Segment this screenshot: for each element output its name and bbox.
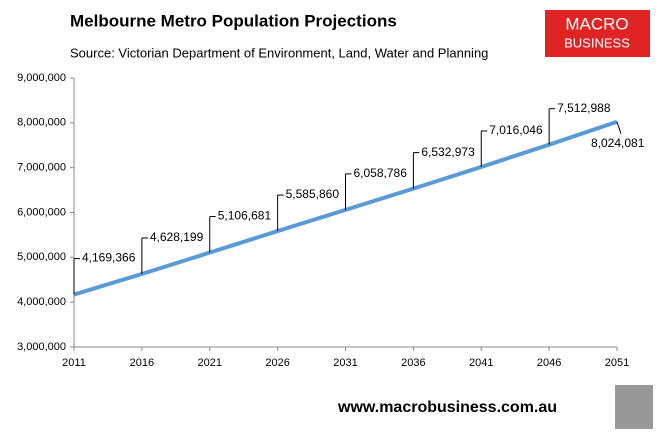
logo-text: BUSINESS [564,35,630,50]
data-label: 7,016,046 [489,123,543,137]
data-label: 6,058,786 [354,166,408,180]
y-tick-label: 8,000,000 [17,117,66,129]
y-tick-label: 9,000,000 [17,72,66,84]
data-label: 4,169,366 [82,251,136,265]
x-tick-label: 2041 [469,357,493,369]
chart-subtitle: Source: Victorian Department of Environm… [70,45,488,60]
x-tick-label: 2031 [333,357,357,369]
y-tick-label: 4,000,000 [17,296,66,308]
x-tick-label: 2046 [537,357,561,369]
leader [616,121,622,134]
x-tick-label: 2036 [401,357,425,369]
data-label: 4,628,199 [150,230,204,244]
x-tick-label: 2011 [62,357,86,369]
x-tick-label: 2051 [605,357,629,369]
data-label: 5,106,681 [218,209,272,223]
data-label: 5,585,860 [286,187,340,201]
footer: www.macrobusiness.com.au [337,399,557,416]
data-label: 8,024,081 [591,136,645,150]
logo-box [545,10,650,57]
y-tick-label: 3,000,000 [17,341,66,353]
data-label: 7,512,988 [557,101,611,115]
logo-icon [615,385,653,429]
logo-text: MACRO [565,14,628,33]
y-tick-label: 5,000,000 [17,251,66,263]
x-tick-label: 2016 [130,357,154,369]
y-tick-label: 6,000,000 [17,206,66,218]
y-tick-label: 7,000,000 [17,162,66,174]
x-tick-label: 2021 [198,357,222,369]
chart-title: Melbourne Metro Population Projections [70,11,397,30]
x-tick-label: 2026 [265,357,289,369]
data-label: 6,532,973 [421,145,475,159]
